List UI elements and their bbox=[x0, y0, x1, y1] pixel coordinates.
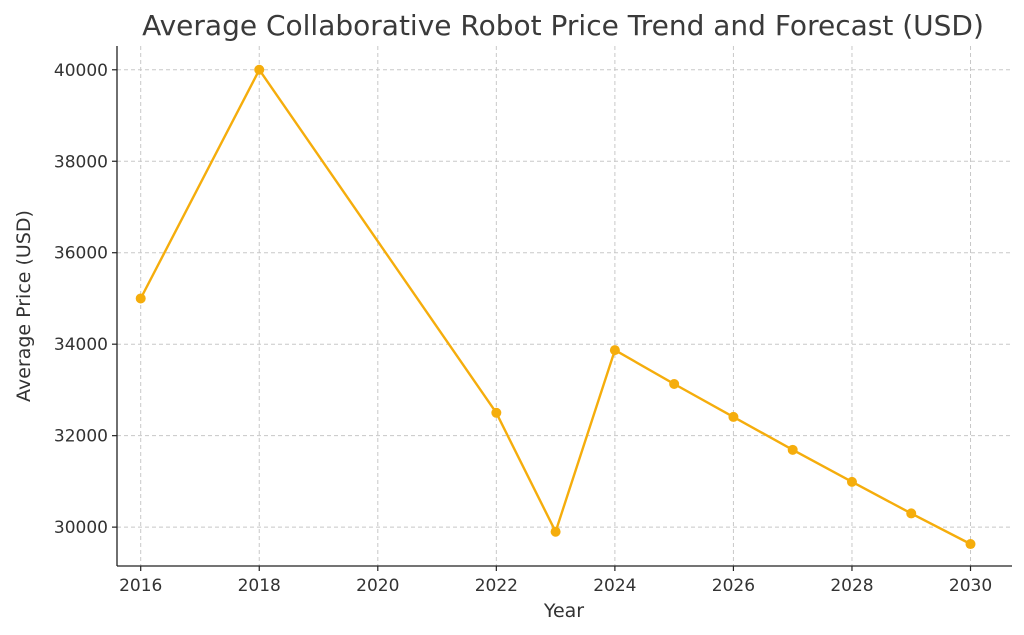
data-point bbox=[787, 444, 798, 455]
data-point bbox=[254, 64, 265, 75]
data-point bbox=[846, 476, 857, 487]
data-point bbox=[135, 293, 146, 304]
x-tick-label: 2026 bbox=[712, 576, 755, 596]
data-point bbox=[669, 378, 680, 389]
x-tick-label: 2028 bbox=[830, 576, 873, 596]
x-tick-label: 2024 bbox=[593, 576, 636, 596]
x-axis-label: Year bbox=[543, 600, 584, 622]
grid-lines bbox=[117, 46, 1012, 566]
data-point bbox=[906, 508, 917, 519]
x-tick-label: 2020 bbox=[356, 576, 399, 596]
y-tick-label: 36000 bbox=[54, 244, 108, 264]
data-point bbox=[550, 526, 561, 537]
x-tick-label: 2022 bbox=[475, 576, 518, 596]
y-tick-label: 32000 bbox=[54, 427, 108, 447]
y-tick-label: 34000 bbox=[54, 335, 108, 355]
y-axis-ticks: 30000 32000 34000 36000 38000 40000 bbox=[54, 61, 117, 538]
series-group bbox=[135, 64, 976, 550]
data-point bbox=[965, 539, 976, 550]
x-tick-label: 2016 bbox=[119, 576, 162, 596]
axes bbox=[116, 46, 1012, 567]
data-point bbox=[491, 407, 502, 418]
series-line bbox=[139, 68, 972, 546]
data-point bbox=[609, 345, 620, 356]
chart-title: Average Collaborative Robot Price Trend … bbox=[142, 9, 984, 42]
y-tick-label: 40000 bbox=[54, 61, 108, 81]
y-tick-label: 30000 bbox=[54, 518, 108, 538]
y-tick-label: 38000 bbox=[54, 152, 108, 172]
y-axis-label: Average Price (USD) bbox=[13, 210, 35, 402]
x-axis-ticks: 2016 2018 2020 2022 2024 2026 2028 2030 bbox=[119, 566, 992, 596]
x-tick-label: 2018 bbox=[238, 576, 281, 596]
x-tick-label: 2030 bbox=[949, 576, 992, 596]
data-point bbox=[728, 411, 739, 422]
